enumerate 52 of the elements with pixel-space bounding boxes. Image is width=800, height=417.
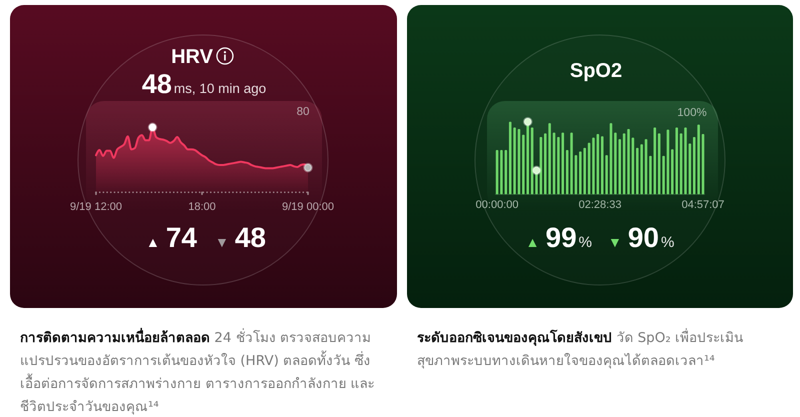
x-tick-label: 9/19 00:00 [282,201,334,214]
text: ▼90% [608,222,674,253]
bar [636,148,639,194]
bar [496,150,498,194]
bar [579,151,582,194]
text: ▲74 [146,222,198,253]
bar [627,128,630,194]
bar [508,122,512,194]
text: 80 [296,106,310,118]
bar [618,139,622,194]
bar [566,150,568,194]
text: วัด SpO₂ เพื่อประเมิน [615,330,744,346]
bar [684,128,687,194]
text: 24 ชั่วโมง ตรวจสอบความ [213,330,372,346]
x-tick-label: 18:00 [188,201,216,214]
bar [666,130,670,194]
bar [548,123,551,194]
x-tick-label: 00:00:00 [476,199,518,212]
bar [557,136,560,194]
bar [552,132,556,194]
text: สุขภาพระบบทางเดินหายใจของคุณได้ตลอดเวลา¹⁴ [417,352,716,371]
bar [500,150,503,194]
bar [675,128,678,194]
bar [583,148,586,194]
bar [596,134,600,194]
bar [518,128,520,194]
bar [654,128,656,194]
x-tick-label: 9/19 12:00 [70,201,122,214]
bar [592,138,595,194]
bar [504,150,508,194]
text: 100% [677,107,707,119]
text: การติดตามความเหนื่อยล้าตลอด [20,330,210,346]
bar [570,132,573,194]
bar [644,139,648,194]
x-tick-label: 04:57:07 [682,199,724,212]
bar [562,132,564,194]
text: ▼48 [215,222,266,253]
chart-title: HRV [171,46,214,68]
bar [658,133,660,194]
bar [671,149,674,194]
text: ระดับออกซิเจนของคุณโดยสังเขป [417,330,612,346]
bar [692,136,696,194]
x-tick-label: 02:28:33 [578,199,622,212]
bar [640,144,643,194]
chart-title: SpO2 [570,60,622,82]
text: แปรปรวนของอัตราการเต้นของหัวใจ (HRV) ตลอดทั้งวัน ซึ่งเอื้อต่อการจัดการสภาพร่างกาย ตารางการออกกำลังกาย และชีวิตประจำวันของคุณ¹⁴ [20,350,376,417]
bar [614,132,617,194]
bar [600,136,604,194]
bar [610,123,612,194]
bar [544,133,547,194]
bar [622,133,626,194]
text: ▲99% [526,222,592,253]
